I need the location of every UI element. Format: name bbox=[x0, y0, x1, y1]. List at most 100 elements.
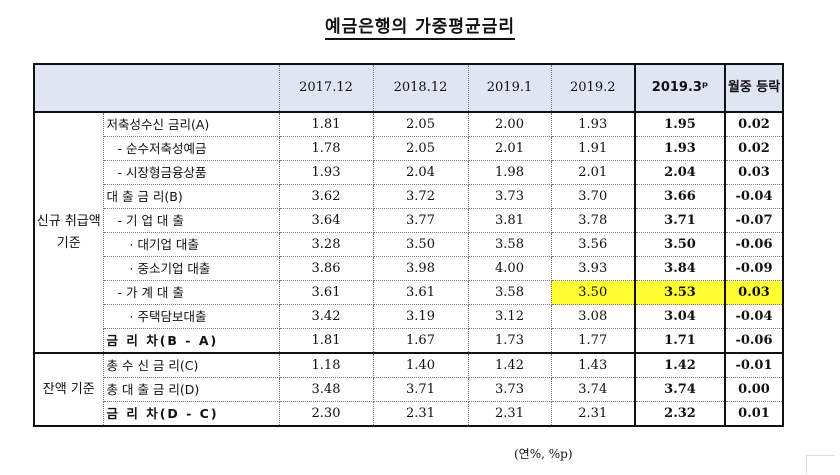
cell: 0.02 bbox=[724, 136, 784, 161]
unit-note: (연%, %p) bbox=[514, 447, 573, 461]
cell: 3.48 bbox=[278, 377, 374, 402]
cell: 3.71 bbox=[634, 208, 726, 233]
cell: 3.81 bbox=[467, 208, 552, 233]
cell: 3.84 bbox=[634, 256, 726, 281]
row-label: - 가 계 대 출 bbox=[102, 280, 280, 305]
row-label: 금 리 차(B - A) bbox=[102, 328, 280, 354]
col-header: 2017.12 bbox=[278, 63, 374, 113]
table-row: - 시장형금융상품 1.93 2.04 1.98 2.01 2.04 0.03 bbox=[34, 160, 784, 185]
row-label: 총 대 출 금 리(D) bbox=[102, 377, 280, 402]
cell: 3.70 bbox=[550, 184, 636, 209]
cell: 0.02 bbox=[724, 111, 784, 137]
cell: 3.74 bbox=[634, 377, 726, 402]
cell-highlighted: 0.03 bbox=[724, 280, 784, 305]
cell: 3.28 bbox=[278, 232, 374, 257]
table-row: - 기 업 대 출 3.64 3.77 3.81 3.78 3.71 -0.07 bbox=[34, 208, 784, 233]
table-title-text: 예금은행의 가중평균금리 bbox=[325, 17, 515, 40]
table-row: · 중소기업 대출 3.86 3.98 4.00 3.93 3.84 -0.09 bbox=[34, 256, 784, 281]
group-label-balance: 잔액 기준 bbox=[33, 352, 104, 427]
cell: 3.78 bbox=[550, 208, 636, 233]
cell: 0.03 bbox=[724, 160, 784, 185]
cell: 3.56 bbox=[550, 232, 636, 257]
row-label: 총 수 신 금 리(C) bbox=[102, 352, 280, 378]
cell: 3.50 bbox=[634, 232, 726, 257]
cell: -0.04 bbox=[724, 304, 784, 329]
cell: 3.62 bbox=[278, 184, 374, 209]
cell: 3.42 bbox=[278, 304, 374, 329]
cell: 0.01 bbox=[724, 401, 784, 427]
cell: 2.31 bbox=[467, 401, 552, 427]
cell: 3.86 bbox=[278, 256, 374, 281]
cell: 3.74 bbox=[550, 377, 636, 402]
row-label: · 대기업 대출 bbox=[102, 232, 280, 257]
cell: 2.31 bbox=[372, 401, 469, 427]
cell: 3.61 bbox=[372, 280, 469, 305]
table-row: 금 리 차(B - A) 1.81 1.67 1.73 1.77 1.71 -0… bbox=[34, 328, 784, 354]
row-label: - 순수저축성예금 bbox=[102, 136, 280, 161]
cell: 3.50 bbox=[372, 232, 469, 257]
cell: 1.81 bbox=[278, 328, 374, 354]
col-header-current: 2019.3ᵖ bbox=[634, 63, 726, 113]
col-header: 2019.2 bbox=[550, 63, 636, 113]
cell: 2.31 bbox=[550, 401, 636, 427]
cell: 3.73 bbox=[467, 377, 552, 402]
cell: 3.72 bbox=[372, 184, 469, 209]
cell: 1.81 bbox=[278, 111, 374, 137]
table-row: · 대기업 대출 3.28 3.50 3.58 3.56 3.50 -0.06 bbox=[34, 232, 784, 257]
cell: 3.64 bbox=[278, 208, 374, 233]
col-header: 2019.1 bbox=[467, 63, 552, 113]
cell: 2.05 bbox=[372, 136, 469, 161]
header-corner bbox=[33, 63, 280, 113]
cell: 2.01 bbox=[467, 136, 552, 161]
table-row: · 주택담보대출 3.42 3.19 3.12 3.08 3.04 -0.04 bbox=[34, 304, 784, 329]
cell: 1.43 bbox=[550, 352, 636, 378]
table-row: - 가 계 대 출 3.61 3.61 3.58 3.50 3.53 0.03 bbox=[34, 280, 784, 305]
cell: -0.07 bbox=[724, 208, 784, 233]
cell: 3.58 bbox=[467, 232, 552, 257]
cell: 1.18 bbox=[278, 352, 374, 378]
cell: 3.08 bbox=[550, 304, 636, 329]
cell: 3.61 bbox=[278, 280, 374, 305]
cell: -0.04 bbox=[724, 184, 784, 209]
cell: 1.67 bbox=[372, 328, 469, 354]
cell: 1.93 bbox=[550, 111, 636, 137]
cell: 1.73 bbox=[467, 328, 552, 354]
row-label: 대 출 금 리(B) bbox=[102, 184, 280, 209]
cell: -0.01 bbox=[724, 352, 784, 378]
cell: 0.00 bbox=[724, 377, 784, 402]
window-corner bbox=[806, 455, 835, 474]
cell: 1.42 bbox=[634, 352, 726, 378]
interest-rate-table: 2017.12 2018.12 2019.1 2019.2 2019.3ᵖ 월중… bbox=[33, 63, 784, 427]
cell: 4.00 bbox=[467, 256, 552, 281]
cell: -0.09 bbox=[724, 256, 784, 281]
cell: 3.73 bbox=[467, 184, 552, 209]
cell: 1.77 bbox=[550, 328, 636, 354]
table-row: 신규 취급액 기준 저축성수신 금리(A) 1.81 2.05 2.00 1.9… bbox=[33, 111, 784, 354]
cell: 1.71 bbox=[634, 328, 726, 354]
row-label: 저축성수신 금리(A) bbox=[102, 111, 280, 137]
row-label: - 기 업 대 출 bbox=[102, 208, 280, 233]
table-row: 총 대 출 금 리(D) 3.48 3.71 3.73 3.74 3.74 0.… bbox=[34, 377, 784, 402]
cell: 1.40 bbox=[372, 352, 469, 378]
cell: 3.66 bbox=[634, 184, 726, 209]
cell-highlighted: 3.53 bbox=[634, 280, 726, 305]
cell: 3.77 bbox=[372, 208, 469, 233]
cell: 1.93 bbox=[634, 136, 726, 161]
cell: 3.19 bbox=[372, 304, 469, 329]
cell: 2.32 bbox=[634, 401, 726, 427]
table-row: 대 출 금 리(B) 3.62 3.72 3.73 3.70 3.66 -0.0… bbox=[34, 184, 784, 209]
cell: -0.06 bbox=[724, 328, 784, 354]
cell: 3.71 bbox=[372, 377, 469, 402]
row-label: · 주택담보대출 bbox=[102, 304, 280, 329]
header-row: 2017.12 2018.12 2019.1 2019.2 2019.3ᵖ 월중… bbox=[33, 63, 784, 113]
col-header: 2018.12 bbox=[372, 63, 469, 113]
cell: 1.42 bbox=[467, 352, 552, 378]
group-label-new: 신규 취급액 기준 bbox=[33, 111, 104, 354]
cell: 1.98 bbox=[467, 160, 552, 185]
cell: 2.05 bbox=[372, 111, 469, 137]
cell: 2.00 bbox=[467, 111, 552, 137]
cell: 1.93 bbox=[278, 160, 374, 185]
table-row: 금 리 차(D - C) 2.30 2.31 2.31 2.31 2.32 0.… bbox=[34, 401, 784, 427]
row-label: - 시장형금융상품 bbox=[102, 160, 280, 185]
cell: 2.30 bbox=[278, 401, 374, 427]
